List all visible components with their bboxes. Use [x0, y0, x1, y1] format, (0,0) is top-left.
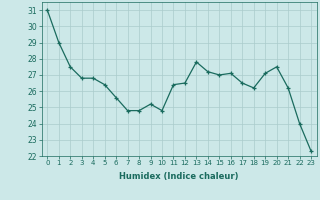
X-axis label: Humidex (Indice chaleur): Humidex (Indice chaleur) — [119, 172, 239, 181]
